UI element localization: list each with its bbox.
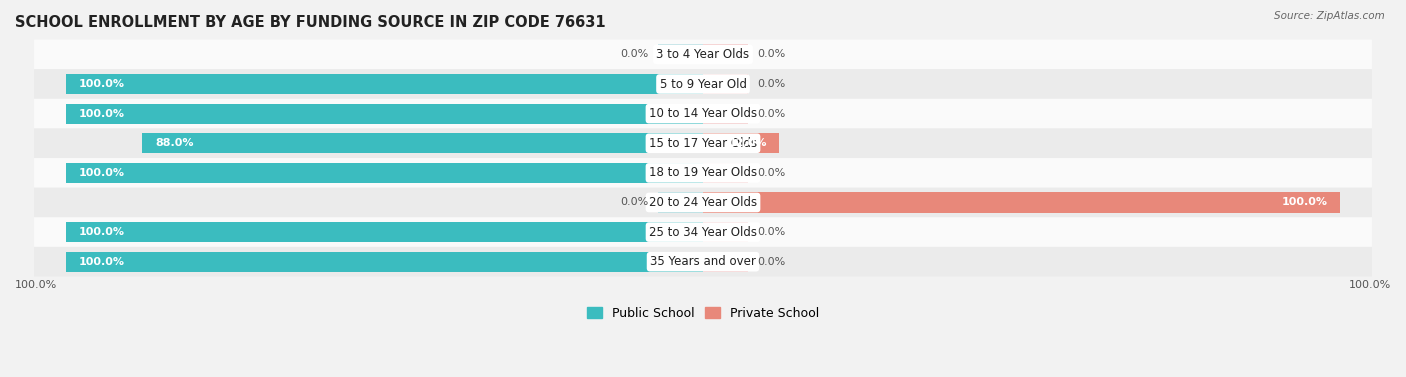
Text: 0.0%: 0.0% xyxy=(620,49,648,60)
Text: 3 to 4 Year Olds: 3 to 4 Year Olds xyxy=(657,48,749,61)
Text: 100.0%: 100.0% xyxy=(15,280,58,290)
Text: 100.0%: 100.0% xyxy=(79,79,125,89)
Text: 0.0%: 0.0% xyxy=(758,227,786,237)
Text: 100.0%: 100.0% xyxy=(79,227,125,237)
Text: 100.0%: 100.0% xyxy=(79,168,125,178)
Text: 100.0%: 100.0% xyxy=(1281,198,1327,207)
Text: 20 to 24 Year Olds: 20 to 24 Year Olds xyxy=(650,196,756,209)
Bar xyxy=(66,251,703,272)
Text: 25 to 34 Year Olds: 25 to 34 Year Olds xyxy=(650,225,756,239)
Text: 15 to 17 Year Olds: 15 to 17 Year Olds xyxy=(650,137,756,150)
Text: 0.0%: 0.0% xyxy=(758,109,786,119)
FancyBboxPatch shape xyxy=(34,188,1372,217)
Text: 0.0%: 0.0% xyxy=(758,168,786,178)
FancyBboxPatch shape xyxy=(34,69,1372,99)
Text: 0.0%: 0.0% xyxy=(620,198,648,207)
Bar xyxy=(703,163,748,183)
Text: 35 Years and over: 35 Years and over xyxy=(650,255,756,268)
Text: 5 to 9 Year Old: 5 to 9 Year Old xyxy=(659,78,747,90)
Bar xyxy=(66,74,703,94)
Text: Source: ZipAtlas.com: Source: ZipAtlas.com xyxy=(1274,11,1385,21)
Bar xyxy=(703,74,748,94)
Text: 12.0%: 12.0% xyxy=(728,138,766,148)
Text: 100.0%: 100.0% xyxy=(79,109,125,119)
Bar xyxy=(703,44,748,64)
Bar xyxy=(703,222,748,242)
Text: 0.0%: 0.0% xyxy=(758,79,786,89)
Bar xyxy=(703,133,779,153)
Text: 0.0%: 0.0% xyxy=(758,49,786,60)
Bar xyxy=(703,251,748,272)
Text: 0.0%: 0.0% xyxy=(758,257,786,267)
Legend: Public School, Private School: Public School, Private School xyxy=(582,302,824,325)
Text: SCHOOL ENROLLMENT BY AGE BY FUNDING SOURCE IN ZIP CODE 76631: SCHOOL ENROLLMENT BY AGE BY FUNDING SOUR… xyxy=(15,15,606,30)
FancyBboxPatch shape xyxy=(34,247,1372,276)
Bar xyxy=(66,222,703,242)
FancyBboxPatch shape xyxy=(34,40,1372,69)
FancyBboxPatch shape xyxy=(34,129,1372,158)
Text: 100.0%: 100.0% xyxy=(1348,280,1391,290)
Bar xyxy=(66,104,703,124)
Bar xyxy=(703,104,748,124)
Bar xyxy=(66,163,703,183)
FancyBboxPatch shape xyxy=(34,217,1372,247)
FancyBboxPatch shape xyxy=(34,99,1372,129)
Bar xyxy=(658,192,703,213)
FancyBboxPatch shape xyxy=(34,158,1372,188)
Bar xyxy=(142,133,703,153)
Text: 10 to 14 Year Olds: 10 to 14 Year Olds xyxy=(650,107,756,120)
Text: 18 to 19 Year Olds: 18 to 19 Year Olds xyxy=(650,166,756,179)
Bar xyxy=(703,192,1340,213)
Text: 88.0%: 88.0% xyxy=(155,138,194,148)
Bar xyxy=(658,44,703,64)
Text: 100.0%: 100.0% xyxy=(79,257,125,267)
